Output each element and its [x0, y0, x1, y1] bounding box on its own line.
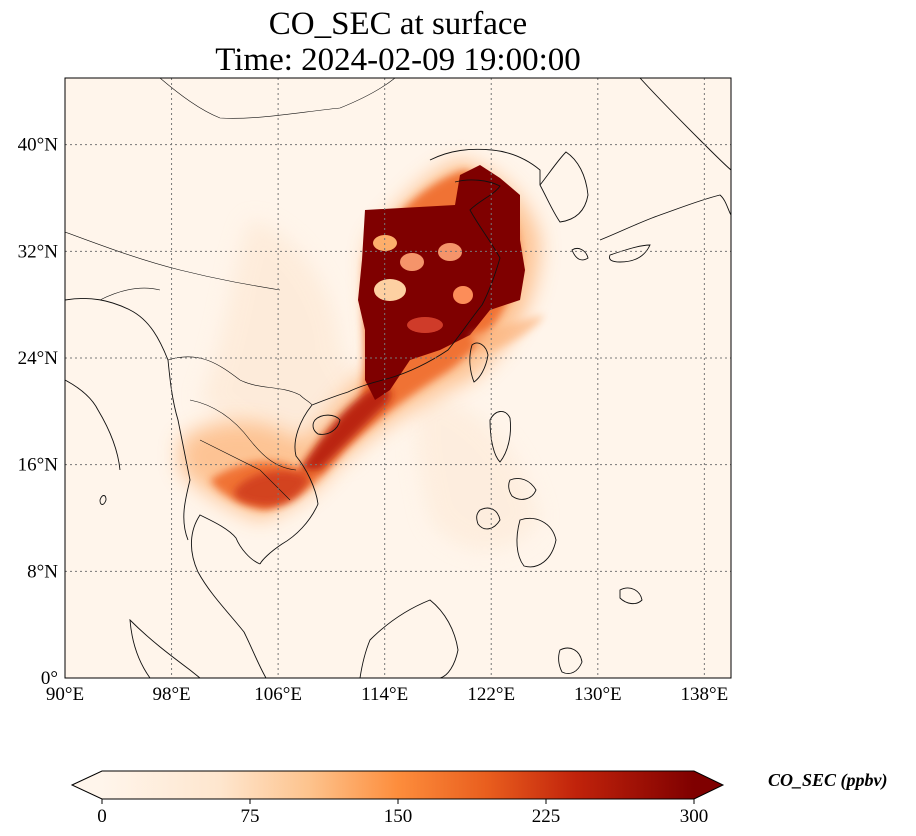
lat-tick-label: 0° — [41, 668, 58, 689]
lon-tick-label: 114°E — [361, 684, 408, 705]
colorbar-tick-label: 300 — [680, 806, 709, 827]
coastlines-and-borders — [65, 78, 731, 678]
colorbar-tick-label: 75 — [241, 806, 260, 827]
high-concentration-core — [358, 165, 525, 400]
colorbar: 0 75 150 225 300 CO_SEC (ppbv) — [70, 770, 888, 827]
map-subtitle-time: Time: 2024-02-09 19:00:00 — [215, 42, 581, 78]
colorbar-gradient — [102, 771, 694, 799]
colorbar-max-extension — [694, 771, 723, 799]
lon-tick-label: 98°E — [152, 684, 190, 705]
lon-tick-label: 106°E — [254, 684, 302, 705]
lat-tick-label: 24°N — [18, 348, 59, 369]
colorbar-tick-label: 150 — [384, 806, 413, 827]
colorbar-label: CO_SEC (ppbv) — [768, 770, 888, 791]
lat-tick-label: 32°N — [18, 241, 59, 262]
lon-tick-label: 138°E — [681, 684, 729, 705]
lon-tick-label: 90°E — [46, 684, 84, 705]
axis-labels: 90°E 98°E 106°E 114°E 122°E 130°E 138°E … — [18, 135, 729, 705]
colorbar-tick-label: 225 — [532, 806, 561, 827]
colorbar-min-extension — [72, 771, 102, 799]
colorbar-tick-label: 0 — [97, 806, 107, 827]
lon-tick-label: 122°E — [467, 684, 515, 705]
gridlines — [65, 78, 731, 678]
lat-tick-label: 8°N — [27, 561, 58, 582]
map-title: CO_SEC at surface — [268, 6, 528, 42]
concentration-field — [180, 160, 545, 550]
lat-tick-label: 40°N — [18, 135, 59, 156]
map-frame — [64, 77, 732, 679]
lat-tick-label: 16°N — [18, 455, 59, 476]
map-area — [65, 78, 731, 678]
lon-tick-label: 130°E — [574, 684, 622, 705]
